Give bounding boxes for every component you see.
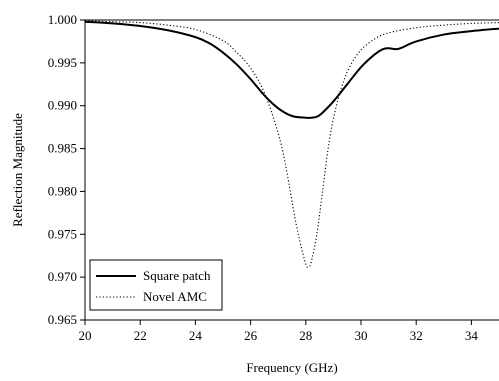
y-tick-label: 0.990 [48,98,77,113]
legend: Square patch Novel AMC [89,259,223,311]
y-tick-label: 0.980 [48,183,77,198]
y-axis-label: Reflection Magnitude [10,113,25,227]
x-tick-label: 34 [465,328,479,343]
y-tick-label: 0.975 [48,226,77,241]
legend-box [89,259,223,311]
plot-area [84,19,499,321]
x-tick-label: 20 [79,328,92,343]
y-tick-label: 0.970 [48,269,77,284]
y-tick-label: 0.995 [48,55,77,70]
ticks: 20 22 24 26 28 30 32 34 0.965 0.970 0.975 0.980 0.98… [48,12,479,343]
x-tick-label: 22 [134,328,147,343]
series-group [84,20,499,268]
x-tick-label: 28 [299,328,312,343]
series-line-novel-amc [84,20,499,268]
x-tick-label: 32 [410,328,423,343]
x-tick-label: 30 [355,328,368,343]
x-tick-label: 24 [189,328,203,343]
y-tick-label: 0.985 [48,141,77,156]
legend-label-square-patch: Square patch [143,268,211,283]
y-tick-label: 1.000 [48,12,77,27]
legend-label-novel-amc: Novel AMC [143,289,207,304]
x-axis-label: Frequency (GHz) [246,360,337,375]
y-tick-label: 0.965 [48,312,77,327]
x-tick-label: 26 [244,328,258,343]
series-line-square-patch [84,20,499,119]
